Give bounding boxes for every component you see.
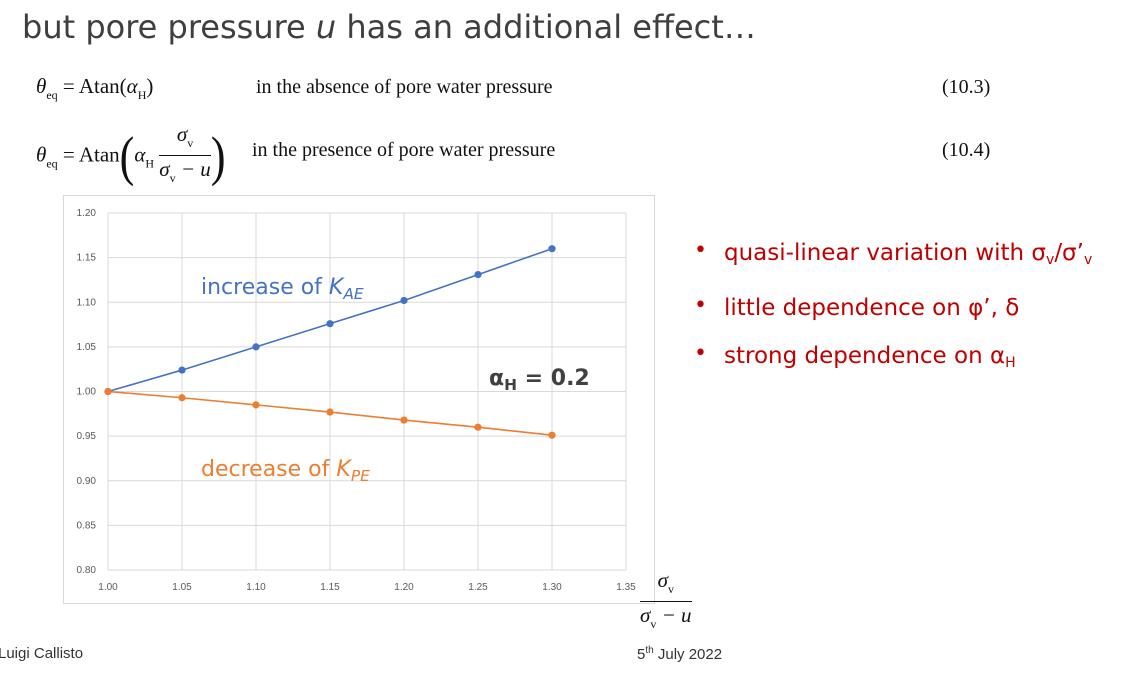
x-tick-label: 1.25 [468,582,488,593]
chart-frame: 0.80 0.85 0.90 0.95 1.00 1.05 1.10 1.15 1.20 1.00… [63,195,655,604]
data-point-K_AE [474,270,482,279]
y-tick-label: 1.10 [77,297,97,308]
alpha-annotation: αH = 0.2 [489,366,590,394]
bullet-dot: • [694,293,707,318]
increase-annotation: increase of KAE [201,275,364,303]
bullet-item: • strong dependence on αH [694,341,1016,371]
y-tick-label: 1.00 [77,387,97,398]
data-point-K_PE [104,387,112,396]
footer-author: Luigi Callisto [0,645,84,662]
x-tick-label: 1.05 [172,582,192,593]
x-tick-label: 1.15 [320,582,340,593]
slide-title: but pore pressure u has an additional ef… [22,8,756,46]
equation-10-4-number: (10.4) [942,139,991,161]
data-point-K_AE [400,296,408,305]
x-tick-label: 1.10 [246,582,266,593]
decrease-annotation: decrease of KPE [201,457,370,485]
equation-10-4: θeq = Atan(αH σv σv − u) [36,122,226,187]
data-point-K_PE [474,423,482,431]
bullet-dot: • [694,238,707,263]
bullet-dot: • [694,341,707,366]
x-axis-label: σv σv − u [640,568,692,631]
data-point-K_PE [548,431,556,439]
equation-10-3-description: in the absence of pore water pressure [256,76,553,98]
data-point-K_AE [252,343,260,351]
y-tick-label: 1.20 [77,208,97,219]
equation-10-3: θeq = Atan(αH) [36,74,154,102]
y-tick-label: 0.95 [77,431,97,442]
footer-date: 5th July 2022 [637,645,723,663]
y-tick-label: 0.90 [77,476,97,487]
data-point-K_AE [326,320,334,328]
data-point-K_PE [252,401,260,409]
bullet-item: • little dependence on φ’, δ [694,293,1020,321]
equation-10-3-number: (10.3) [942,76,991,98]
bullet-list: • quasi-linear variation with σv/σ’v • lit… [694,238,1093,398]
x-tick-label: 1.30 [542,582,562,593]
x-tick-label: 1.00 [98,582,118,593]
y-tick-label: 0.80 [77,565,97,576]
x-tick-label: 1.35 [616,582,636,593]
data-point-K_PE [400,416,408,424]
y-tick-label: 0.85 [77,520,97,531]
x-tick-label: 1.20 [394,582,414,593]
data-point-K_PE [326,408,334,416]
y-tick-label: 1.15 [77,253,97,264]
y-tick-label: 1.05 [77,342,97,353]
data-point-K_AE [548,245,556,253]
bullet-item: • quasi-linear variation with σv/σ’v [694,238,1093,268]
data-point-K_PE [178,394,186,402]
equation-10-4-description: in the presence of pore water pressure [252,139,556,161]
line-chart: 0.80 0.85 0.90 0.95 1.00 1.05 1.10 1.15 1.20 1.00… [77,208,637,593]
data-point-K_AE [178,366,186,374]
